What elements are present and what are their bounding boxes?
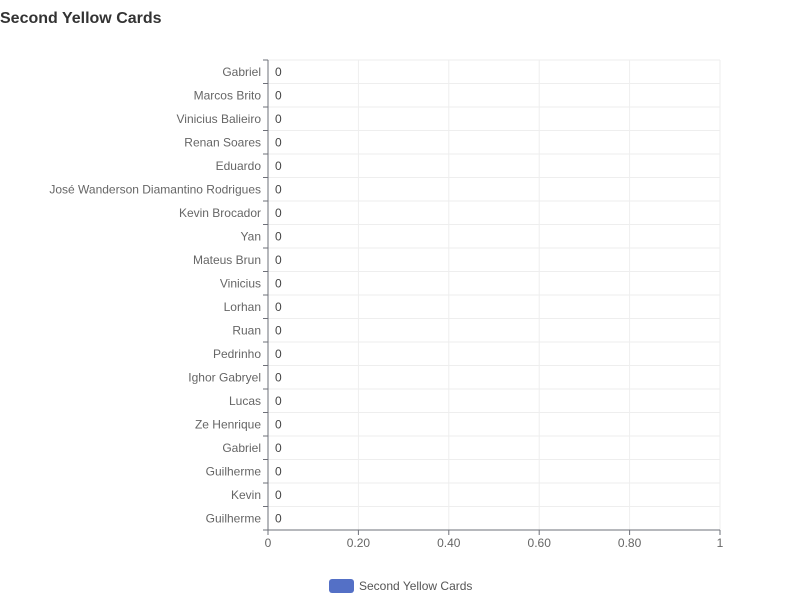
data-label: 0	[275, 253, 282, 267]
y-tick-label: Lucas	[229, 394, 261, 408]
y-tick-label: Lorhan	[224, 300, 261, 314]
y-tick-label: José Wanderson Diamantino Rodrigues	[49, 182, 261, 196]
y-tick-label: Ruan	[232, 323, 261, 337]
y-tick-label: Kevin	[231, 488, 261, 502]
data-label: 0	[275, 394, 282, 408]
y-tick-label: Pedrinho	[213, 347, 261, 361]
chart-title: Second Yellow Cards	[0, 10, 162, 27]
x-tick-label: 1	[717, 536, 724, 550]
x-tick-label: 0.20	[347, 536, 371, 550]
data-label: 0	[275, 300, 282, 314]
data-label: 0	[275, 206, 282, 220]
legend-swatch	[329, 579, 354, 593]
data-label: 0	[275, 112, 282, 126]
data-label: 0	[275, 370, 282, 384]
x-tick-label: 0	[265, 536, 272, 550]
legend-item-second-yellow-cards[interactable]: Second Yellow Cards	[329, 579, 472, 593]
data-label: 0	[275, 229, 282, 243]
y-tick-label: Vinicius	[220, 276, 261, 290]
y-tick-label: Guilherme	[206, 511, 262, 525]
data-label: 0	[275, 323, 282, 337]
x-tick-label: 0.80	[618, 536, 642, 550]
y-tick-label: Guilherme	[206, 464, 262, 478]
y-tick-label: Marcos Brito	[194, 88, 262, 102]
data-label: 0	[275, 417, 282, 431]
data-label: 0	[275, 488, 282, 502]
y-tick-label: Eduardo	[216, 159, 262, 173]
data-label: 0	[275, 182, 282, 196]
data-label: 0	[275, 88, 282, 102]
data-label: 0	[275, 464, 282, 478]
y-tick-label: Ze Henrique	[195, 417, 261, 431]
y-tick-label: Gabriel	[222, 441, 261, 455]
y-tick-label: Ighor Gabryel	[188, 370, 261, 384]
data-label: 0	[275, 159, 282, 173]
y-tick-label: Vinicius Balieiro	[177, 112, 262, 126]
data-label: 0	[275, 511, 282, 525]
x-tick-label: 0.40	[437, 536, 461, 550]
y-tick-label: Mateus Brun	[193, 253, 261, 267]
legend-label: Second Yellow Cards	[359, 579, 473, 593]
y-tick-label: Yan	[241, 229, 261, 243]
y-tick-label: Gabriel	[222, 65, 261, 79]
data-label: 0	[275, 276, 282, 290]
data-label: 0	[275, 441, 282, 455]
x-tick-label: 0.60	[528, 536, 552, 550]
y-tick-label: Renan Soares	[184, 135, 261, 149]
data-label: 0	[275, 347, 282, 361]
data-label: 0	[275, 65, 282, 79]
y-tick-label: Kevin Brocador	[179, 206, 261, 220]
data-label: 0	[275, 135, 282, 149]
